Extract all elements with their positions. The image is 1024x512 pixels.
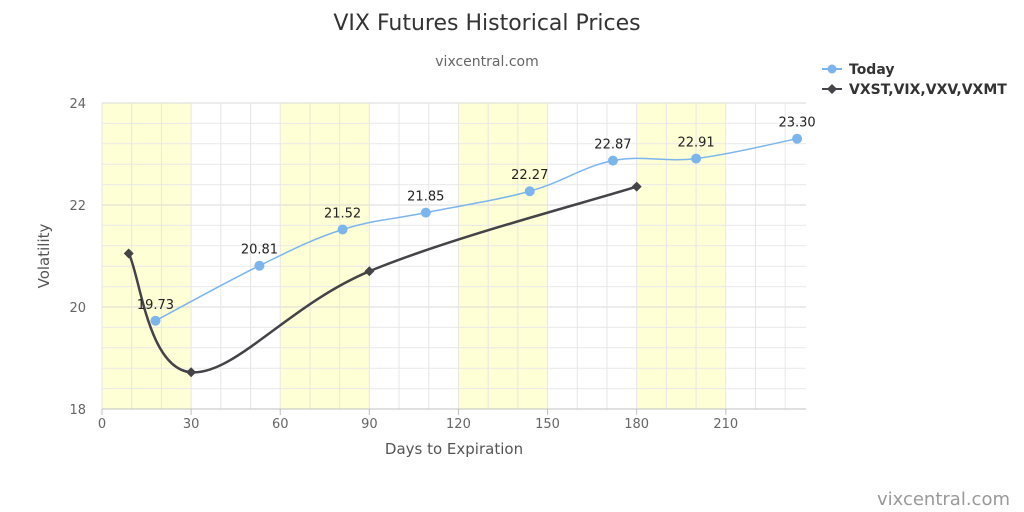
grid-lines: [101, 102, 806, 410]
y-tick-label: 18: [69, 403, 86, 418]
shaded-band-0: [102, 103, 192, 409]
y-tick-label: 24: [69, 97, 86, 112]
legend-item-term-structure[interactable]: VXST,VIX,VXV,VXMT: [822, 82, 1007, 98]
data-label-0-1: 20.81: [241, 243, 278, 258]
x-tick-label: 120: [446, 417, 471, 432]
shaded-bands: [102, 103, 726, 409]
data-label-0-4: 22.27: [511, 168, 548, 183]
data-label-0-7: 23.30: [778, 116, 815, 131]
x-tick-label: 210: [713, 417, 738, 432]
axes: [101, 408, 806, 415]
y-tick-labels: 18 20 22 24: [69, 97, 86, 418]
x-tick-label: 0: [98, 417, 106, 432]
data-point-1-3[interactable]: [631, 181, 642, 192]
data-point-1-0[interactable]: [123, 248, 134, 259]
data-point-1-2[interactable]: [364, 266, 375, 277]
legend-label-term-structure: VXST,VIX,VXV,VXMT: [849, 82, 1007, 98]
x-tick-label: 60: [272, 417, 289, 432]
series-group: [123, 133, 803, 378]
data-point-0-1[interactable]: [254, 260, 265, 271]
x-tick-labels: 0 30 60 90 120 150 180 210: [98, 417, 738, 432]
legend-marker-term-structure: [827, 84, 837, 94]
data-point-0-7[interactable]: [792, 133, 803, 144]
x-tick-label: 30: [183, 417, 200, 432]
credit-text[interactable]: vixcentral.com: [877, 489, 1010, 510]
data-point-0-5[interactable]: [607, 155, 618, 166]
shaded-band-3: [636, 103, 726, 409]
legend-marker-today: [827, 64, 837, 74]
legend[interactable]: Today VXST,VIX,VXV,VXMT: [822, 62, 1007, 98]
data-label-0-0: 19.73: [137, 298, 174, 313]
x-axis-label: Days to Expiration: [385, 440, 523, 458]
y-tick-label: 20: [69, 301, 86, 316]
data-point-0-0[interactable]: [150, 315, 161, 326]
x-tick-label: 180: [624, 417, 649, 432]
series-line-1: [127, 185, 638, 374]
data-label-0-5: 22.87: [594, 138, 631, 153]
data-label-0-3: 21.85: [407, 190, 444, 205]
data-point-0-2[interactable]: [337, 224, 348, 235]
y-axis-label: Volatility: [35, 223, 53, 288]
chart-subtitle: vixcentral.com: [435, 54, 538, 70]
x-tick-label: 150: [535, 417, 560, 432]
data-point-0-4[interactable]: [524, 186, 535, 197]
x-tick-label: 90: [361, 417, 378, 432]
legend-item-today[interactable]: Today: [822, 62, 894, 78]
data-point-1-1[interactable]: [186, 367, 197, 378]
data-labels: 19.73 20.81 21.52 21.85 22.27 22.87 22.91 23.30: [137, 116, 816, 313]
shaded-band-2: [458, 103, 548, 409]
y-tick-label: 22: [69, 199, 86, 214]
data-point-0-6[interactable]: [691, 153, 702, 164]
data-label-0-6: 22.91: [677, 136, 714, 151]
data-label-0-2: 21.52: [324, 206, 361, 221]
data-point-0-3[interactable]: [420, 207, 431, 218]
shaded-band-1: [280, 103, 370, 409]
legend-label-today: Today: [849, 62, 894, 78]
chart-title: VIX Futures Historical Prices: [333, 11, 640, 36]
